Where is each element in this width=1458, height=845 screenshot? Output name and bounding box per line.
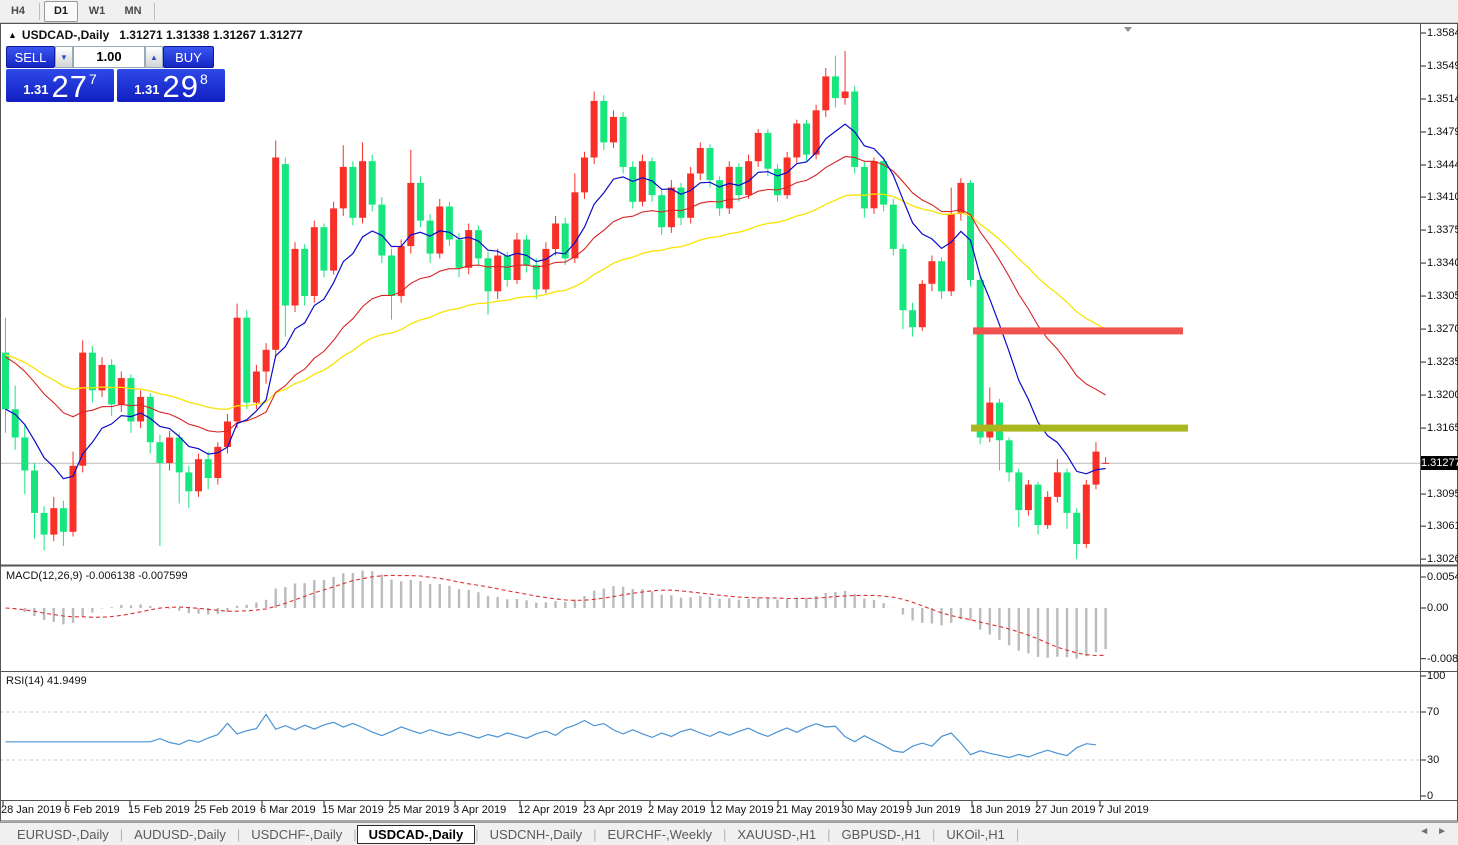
current-price-badge: 1.31277 [1421,456,1458,471]
price-tick-label: 1.32700 [1427,323,1458,336]
tab-scroll-buttons: ◄► [1419,826,1455,837]
date-tick-label: 25 Feb 2019 [194,804,256,816]
tab-separator: | [593,826,597,842]
volume-input[interactable]: 1.00 [73,46,145,68]
toolbar-separator [39,2,40,20]
date-tick-label: 21 May 2019 [776,804,840,816]
symbol-tab-bar: EURUSD-,Daily | AUDUSD-,Daily | USDCHF-,Dail… [0,822,1458,845]
date-tick-label: 28 Jan 2019 [1,804,62,816]
date-tick-label: 18 Jun 2019 [970,804,1031,816]
price-tick-label: 1.34100 [1427,191,1458,204]
tab-usdcnh-daily[interactable]: USDCNH-,Daily [489,826,583,842]
date-tick-label: 3 Apr 2019 [453,804,507,816]
price-tick-label: 1.30610 [1427,520,1458,533]
triangle-up-icon: ▲ [8,30,17,40]
macd-label: MACD(12,26,9) -0.006138 -0.007599 [6,570,188,582]
buy-price-prefix: 1.31 [134,82,160,97]
trade-panel: SELL ▼ 1.00 ▲ BUY 1.31 27 7 1.31 29 8 [6,46,225,102]
date-tick-label: 15 Feb 2019 [128,804,190,816]
buy-price-big: 29 [162,69,199,104]
sell-price-pip: 7 [89,71,97,87]
sell-price-display[interactable]: 1.31 27 7 [6,69,114,102]
tab-separator: | [353,826,357,842]
date-tick-label: 15 Mar 2019 [322,804,384,816]
rsi-tick-label: 0 [1427,790,1434,802]
tab-separator: | [236,826,241,842]
chart-shift-marker-icon [1124,27,1132,32]
price-tick-label: 1.33050 [1427,290,1458,303]
timeframe-button-h4[interactable]: H4 [10,4,26,17]
price-tick-label: 1.35840 [1427,27,1458,39]
sell-price-prefix: 1.31 [23,82,49,97]
price-tick-label: 1.32350 [1427,356,1458,369]
spinner-up-icon: ▲ [150,53,158,62]
tab-gbpusd-h1[interactable]: GBPUSD-,H1 [841,826,921,842]
chart-title: ▲ USDCAD-,Daily 1.31271 1.31338 1.31267 1.… [8,28,303,42]
date-tick-label: 12 Apr 2019 [518,804,578,816]
timeframe-button-mn[interactable]: MN [124,4,142,17]
price-tick-label: 1.34440 [1427,159,1458,171]
trade-panel-prices: 1.31 27 7 1.31 29 8 [6,69,225,102]
macd-tick-label: 0.005484 [1427,571,1458,583]
date-tick-label: 2 May 2019 [648,804,706,816]
date-tick-label: 12 May 2019 [710,804,774,816]
price-tick-label: 1.32000 [1427,389,1458,402]
date-tick-label: 7 Jul 2019 [1098,804,1149,816]
date-tick-label: 25 Mar 2019 [388,804,450,816]
date-tick-label: 23 Apr 2019 [583,804,643,816]
chart-ohlc-values: 1.31271 1.31338 1.31267 1.31277 [119,28,303,42]
price-tick-label: 1.34790 [1427,125,1458,138]
date-tick-label: 6 Mar 2019 [260,804,316,816]
buy-price-display[interactable]: 1.31 29 8 [117,69,225,102]
timeframe-button-w1[interactable]: W1 [88,4,106,17]
chart-symbol-period: USDCAD-,Daily [21,28,110,42]
spinner-down-icon: ▼ [60,53,68,62]
tab-eurchf-weekly[interactable]: EURCHF-,Weekly [607,826,713,842]
timeframe-button-d1[interactable]: D1 [44,0,78,22]
price-tick-label: 1.35140 [1427,93,1458,105]
tab-usdchf-daily[interactable]: USDCHF-,Daily [251,826,343,842]
date-tick-label: 6 Feb 2019 [64,804,120,816]
rsi-tick-label: 100 [1427,670,1446,682]
tab-separator: | [475,826,479,842]
tab-separator: | [827,826,831,842]
sell-price-big: 27 [51,69,88,104]
tab-xauusd-h1[interactable]: XAUUSD-,H1 [737,826,817,842]
macd-tick-label: 0.00 [1427,602,1449,614]
tab-scroll-left-icon[interactable]: ◄ [1419,826,1438,837]
volume-decrease-button[interactable]: ▼ [55,46,73,68]
tab-separator: | [1015,826,1020,842]
price-tick-label: 1.31650 [1427,422,1458,435]
price-tick-label: 1.30950 [1427,488,1458,501]
date-tick-label: 30 May 2019 [841,804,905,816]
buy-button[interactable]: BUY [163,46,214,68]
sell-button[interactable]: SELL [6,46,55,68]
rsi-tick-label: 70 [1427,706,1440,718]
buy-price-pip: 8 [200,71,208,87]
tab-scroll-right-icon[interactable]: ► [1437,826,1455,837]
toolbar-separator [154,2,155,20]
tab-separator: | [932,826,936,842]
tab-separator: | [119,826,124,842]
date-tick-label: 27 Jun 2019 [1035,804,1096,816]
price-tick-label: 1.33750 [1427,224,1458,237]
date-tick-label: 9 Jun 2019 [906,804,961,816]
tab-usdcad-daily[interactable]: USDCAD-,Daily [356,824,476,844]
chart-plot-area[interactable] [0,24,1420,565]
tab-ukoil-h1[interactable]: UKOil-,H1 [946,826,1005,842]
rsi-label: RSI(14) 41.9499 [6,675,87,687]
tab-eurusd-daily[interactable]: EURUSD-,Daily [17,826,109,842]
timeframe-toolbar: H4 D1 W1 MN [0,0,1458,23]
price-tick-label: 1.33400 [1427,257,1458,270]
trade-panel-controls: SELL ▼ 1.00 ▲ BUY [6,46,225,68]
rsi-tick-label: 30 [1427,754,1440,766]
volume-increase-button[interactable]: ▲ [145,46,163,68]
tab-separator: | [723,826,727,842]
price-tick-label: 1.35490 [1427,60,1458,72]
tab-audusd-daily[interactable]: AUDUSD-,Daily [134,826,226,842]
macd-tick-label: -0.00897 [1427,652,1458,665]
